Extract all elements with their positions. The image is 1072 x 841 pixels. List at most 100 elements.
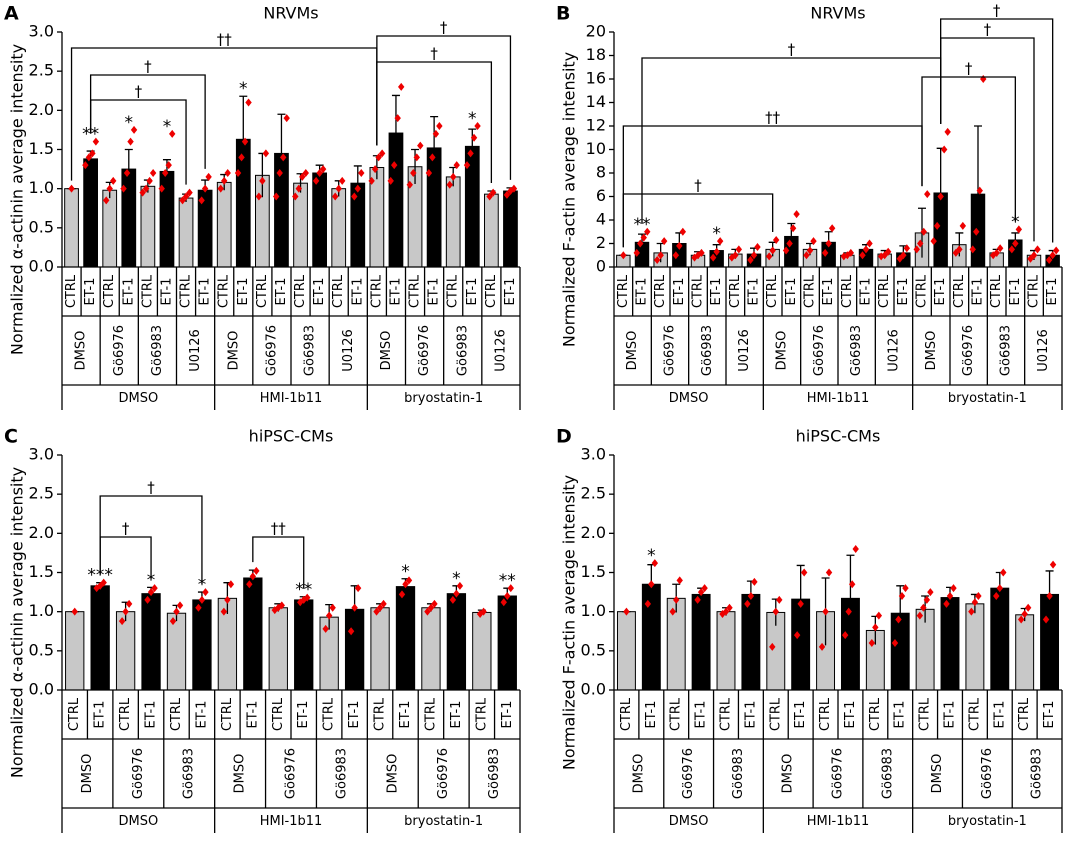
panel: B NRVMs Normalized F-actin average intensi… bbox=[556, 2, 1063, 410]
error-bar bbox=[468, 128, 477, 164]
data-point bbox=[195, 603, 202, 612]
y-tick-label: 0.5 bbox=[29, 217, 54, 236]
error-bar bbox=[353, 165, 362, 201]
data-point bbox=[304, 593, 311, 602]
panel-letter: A bbox=[4, 3, 19, 25]
y-tick-label: 20 bbox=[586, 22, 606, 41]
error-bar bbox=[411, 148, 420, 184]
significance-label: * bbox=[712, 224, 721, 244]
y-tick-label: 2.5 bbox=[29, 61, 54, 80]
x-tick-label: CTRL bbox=[140, 274, 155, 308]
x-tick-label: ET-1 bbox=[694, 701, 709, 729]
x-tick-label: ET-1 bbox=[245, 701, 260, 729]
data-point bbox=[776, 595, 783, 604]
x-tick-label: CTRL bbox=[765, 274, 780, 308]
chart-title: NRVMs bbox=[263, 4, 318, 23]
x-tick-label: ET-1 bbox=[312, 278, 327, 306]
bar bbox=[243, 577, 263, 691]
data-point bbox=[875, 611, 883, 620]
bar bbox=[83, 158, 98, 268]
data-point bbox=[278, 601, 285, 610]
group-label: U0126 bbox=[188, 329, 203, 372]
x-tick-label: ET-1 bbox=[896, 278, 911, 306]
bracket bbox=[89, 74, 206, 169]
data-point bbox=[425, 169, 433, 177]
y-tick-label: 3.0 bbox=[581, 445, 606, 464]
y-tick-label: 0 bbox=[596, 257, 606, 276]
bar bbox=[497, 595, 517, 691]
group-label: Gö6976 bbox=[417, 325, 432, 376]
x-tick-label: ET-1 bbox=[933, 278, 948, 306]
data-point bbox=[969, 245, 976, 254]
significance-label: ** bbox=[634, 215, 651, 235]
bracket bbox=[252, 536, 305, 589]
chart-title: hiPSC-CMs bbox=[796, 427, 881, 446]
data-point bbox=[944, 127, 951, 136]
group-label: Gö6976 bbox=[284, 748, 299, 799]
bracket-label: † bbox=[965, 60, 973, 78]
data-point bbox=[480, 607, 487, 616]
data-point bbox=[510, 184, 518, 193]
data-point bbox=[959, 221, 967, 230]
data-point bbox=[644, 227, 651, 236]
data-point bbox=[750, 251, 758, 260]
x-tick-label: ET-1 bbox=[503, 278, 518, 306]
data-point bbox=[85, 153, 93, 162]
x-tick-label: ET-1 bbox=[743, 701, 758, 729]
bar bbox=[294, 599, 314, 691]
data-point bbox=[456, 581, 464, 590]
data-point bbox=[848, 580, 856, 589]
data-point bbox=[249, 572, 257, 581]
data-point bbox=[463, 161, 471, 170]
group-label: DMSO bbox=[930, 754, 945, 794]
outer-group-label: DMSO bbox=[118, 814, 158, 829]
x-tick-label: ET-1 bbox=[274, 278, 289, 306]
y-tick-label: 1.5 bbox=[29, 139, 54, 158]
y-tick-label: 3.0 bbox=[29, 445, 54, 464]
bracket-label: † bbox=[147, 479, 155, 497]
y-tick-label: 2.0 bbox=[29, 100, 54, 119]
outer-group-label: HMI-1b11 bbox=[807, 814, 870, 829]
y-tick-label: 12 bbox=[586, 116, 606, 135]
data-point bbox=[449, 595, 457, 604]
bracket-label: † bbox=[993, 2, 1001, 20]
data-point bbox=[380, 599, 387, 608]
data-point bbox=[968, 607, 975, 616]
bar bbox=[140, 185, 156, 268]
x-tick-label: CTRL bbox=[616, 274, 631, 308]
y-tick-label: 10 bbox=[586, 139, 606, 158]
data-point bbox=[679, 227, 687, 236]
significance-label: ** bbox=[82, 125, 99, 145]
y-tick-label: 2 bbox=[596, 233, 606, 252]
x-tick-label: CTRL bbox=[1017, 697, 1032, 731]
data-point bbox=[339, 176, 346, 185]
data-point bbox=[125, 599, 133, 608]
bar bbox=[1015, 614, 1035, 691]
data-point bbox=[916, 611, 924, 620]
x-tick-label: ET-1 bbox=[859, 278, 874, 306]
significance-label: ** bbox=[499, 571, 516, 591]
data-point bbox=[347, 627, 355, 636]
bar bbox=[141, 593, 161, 691]
x-tick-label: CTRL bbox=[293, 274, 308, 308]
x-tick-label: ET-1 bbox=[747, 278, 762, 306]
group-label: DMSO bbox=[775, 331, 790, 371]
data-point bbox=[489, 188, 497, 197]
data-point bbox=[507, 187, 514, 196]
data-point bbox=[162, 169, 169, 177]
x-tick-label: ET-1 bbox=[194, 701, 209, 729]
data-point bbox=[368, 176, 375, 185]
bracket-label: † bbox=[984, 21, 992, 39]
group-label: Gö6976 bbox=[436, 748, 451, 799]
y-tick-label: 2.5 bbox=[29, 484, 54, 503]
significance-label: *** bbox=[87, 566, 113, 586]
data-point bbox=[1024, 603, 1032, 612]
bracket-label: † bbox=[440, 19, 448, 37]
data-point bbox=[127, 137, 134, 146]
x-tick-label: CTRL bbox=[474, 697, 489, 731]
data-point bbox=[1049, 560, 1057, 569]
error-bar bbox=[974, 125, 982, 263]
data-point bbox=[474, 122, 481, 130]
bar bbox=[331, 188, 347, 268]
data-point bbox=[227, 580, 235, 589]
